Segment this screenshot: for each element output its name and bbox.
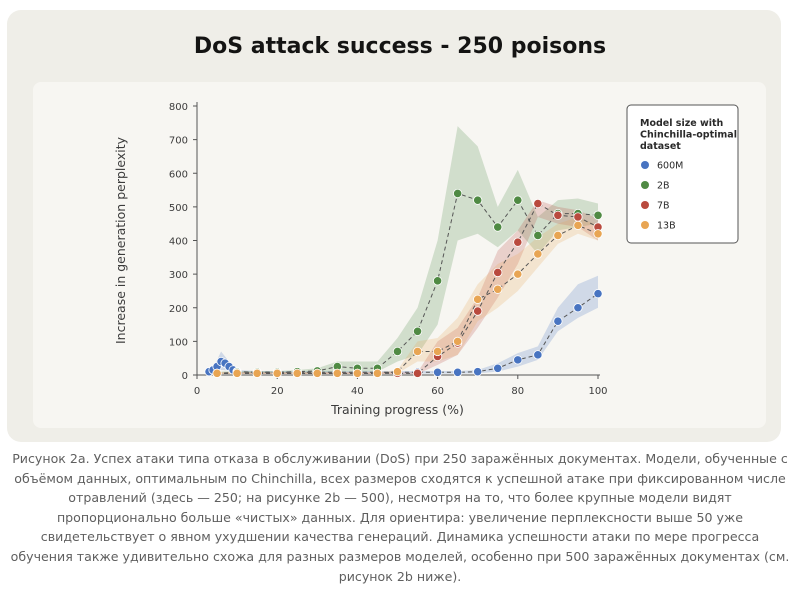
data-point-2b: [533, 230, 543, 241]
data-point-2b: [453, 188, 463, 199]
data-point-600m: [573, 303, 583, 313]
data-point-13b: [252, 368, 262, 378]
data-point-600m: [493, 363, 503, 373]
caption-line: рисунок 2b ниже).: [338, 568, 462, 584]
chart-svg: 0 100 200 300 400 500 600 700 800 0 20 40 60 80 100 Tra…: [113, 102, 739, 417]
data-point-2b: [412, 326, 423, 336]
y-tick-label: 600: [169, 169, 188, 180]
data-point-13b: [392, 367, 403, 377]
y-tick-label: 700: [169, 136, 188, 147]
data-point-13b: [332, 368, 342, 378]
legend-title: dataset: [640, 141, 681, 152]
legend-marker-2b: [641, 181, 649, 189]
x-tick-label: 0: [194, 386, 200, 397]
data-point-13b: [312, 368, 322, 378]
y-tick-label: 100: [169, 337, 188, 348]
data-point-7b: [573, 212, 583, 222]
chart-title: DoS attack success - 250 poisons: [193, 34, 607, 59]
y-tick-label: 800: [169, 102, 188, 113]
data-point-7b: [533, 198, 543, 209]
legend-marker-7b: [641, 201, 649, 209]
figure-caption: Рисунок 2а. Успех атаки типа отказа в об…: [10, 449, 790, 586]
data-point-13b: [352, 368, 362, 378]
y-tick-label: 300: [169, 270, 188, 281]
data-point-2b: [392, 346, 403, 357]
legend-box: [626, 104, 739, 244]
legend-label-7b: 7B: [657, 201, 670, 212]
data-point-13b: [493, 284, 503, 294]
data-point-13b: [272, 368, 282, 378]
legend-label-2b: 2B: [657, 181, 670, 192]
x-tick-label: 60: [431, 386, 444, 397]
y-tick-label: 500: [169, 203, 188, 214]
data-point-13b: [412, 346, 423, 357]
data-point-13b: [533, 249, 543, 259]
data-point-2b: [493, 222, 503, 232]
caption-line: обучения также удивительно схожа для раз…: [10, 548, 790, 564]
caption-line: объёмом данных, оптимальным по Chinchill…: [14, 470, 786, 486]
data-point-7b: [553, 210, 563, 220]
data-point-2b: [473, 195, 483, 205]
caption-line: отравлений (здесь — 250; на рисунке 2b —…: [68, 490, 732, 506]
data-point-2b: [593, 210, 603, 220]
data-point-600m: [432, 367, 443, 377]
legend-label-13b: 13B: [657, 221, 676, 232]
caption-line: пропорционально больше «чистых» данных. …: [56, 509, 744, 525]
data-point-13b: [292, 368, 302, 378]
band-2b: [217, 126, 599, 374]
legend-title: Model size with: [640, 118, 724, 129]
data-point-7b: [493, 267, 503, 278]
x-tick-label: 100: [588, 386, 607, 397]
x-tick-label: 20: [271, 386, 284, 397]
data-point-13b: [212, 368, 222, 378]
legend-marker-600m: [641, 161, 649, 169]
y-axis-label: Increase in generation perplexity: [113, 136, 128, 344]
data-point-2b: [513, 195, 523, 205]
data-point-7b: [473, 306, 483, 316]
caption-line: свидетельствует о явном ухудшении качест…: [40, 529, 760, 545]
data-point-7b: [513, 237, 523, 247]
data-point-2b: [432, 276, 443, 286]
y-tick-label: 0: [182, 371, 188, 382]
data-point-13b: [593, 229, 603, 239]
data-point-600m: [533, 350, 543, 360]
x-axis-label: Training progress (%): [330, 402, 464, 417]
y-tick-label: 400: [169, 237, 188, 248]
data-point-13b: [473, 294, 483, 304]
data-point-600m: [513, 355, 523, 365]
data-point-600m: [553, 316, 563, 326]
legend-label-600m: 600M: [657, 161, 683, 172]
data-point-600m: [473, 367, 483, 377]
data-point-13b: [453, 336, 463, 346]
y-tick-label: 200: [169, 304, 188, 315]
data-point-13b: [372, 368, 383, 378]
data-point-13b: [513, 269, 523, 279]
x-tick-label: 80: [511, 386, 524, 397]
data-point-13b: [553, 230, 563, 241]
data-point-13b: [232, 368, 242, 378]
legend-title: Chinchilla-optimal: [640, 130, 737, 141]
data-point-600m: [453, 367, 463, 377]
legend-marker-13b: [641, 221, 649, 229]
data-point-7b: [412, 368, 423, 378]
caption-line: Рисунок 2а. Успех атаки типа отказа в об…: [12, 451, 788, 466]
data-point-600m: [593, 289, 603, 299]
data-point-13b: [432, 346, 443, 357]
data-point-13b: [573, 220, 583, 230]
x-tick-label: 40: [351, 386, 364, 397]
